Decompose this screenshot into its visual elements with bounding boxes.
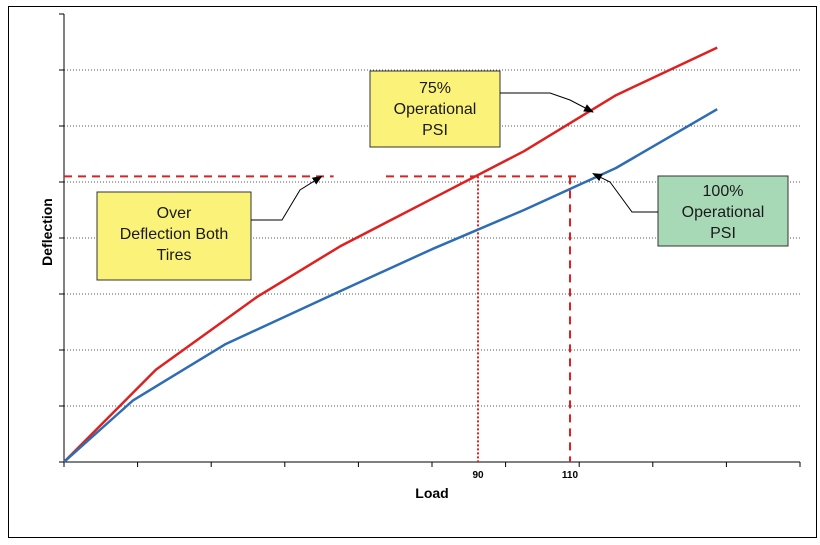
x-tick-labels: 90 110 (472, 470, 578, 481)
callout-arrow-psi100 (592, 173, 658, 213)
callout-text-psi75: Operational (394, 101, 477, 118)
x-tick-label: 110 (562, 470, 579, 481)
callout-arrow-over (251, 175, 323, 221)
callout-arrow-psi75 (500, 92, 594, 113)
callout-text-psi75: PSI (422, 122, 448, 139)
callout-text-over: Deflection Both (120, 226, 229, 243)
x-tick-label: 90 (472, 470, 484, 481)
callout-text-over: Over (157, 205, 192, 222)
reference-lines (64, 175, 578, 462)
callout-text-psi100: PSI (710, 225, 736, 242)
axes (59, 13, 801, 467)
series-line-psi75 (63, 46, 718, 463)
callout-box-psi100 (657, 175, 789, 247)
y-axis-title: Deflection (39, 198, 55, 266)
callout-box-psi75 (369, 70, 501, 148)
callout-text-over: Tires (157, 247, 192, 264)
x-axis-title: Load (415, 485, 448, 501)
callout-text-psi100: 100% (703, 183, 744, 200)
callout-text-psi100: Operational (682, 204, 765, 221)
callouts: Over Deflection Both Tires 75% Operational PS… (96, 70, 789, 281)
callout-text-psi75: 75% (419, 80, 451, 97)
callout-box-over (96, 191, 252, 281)
